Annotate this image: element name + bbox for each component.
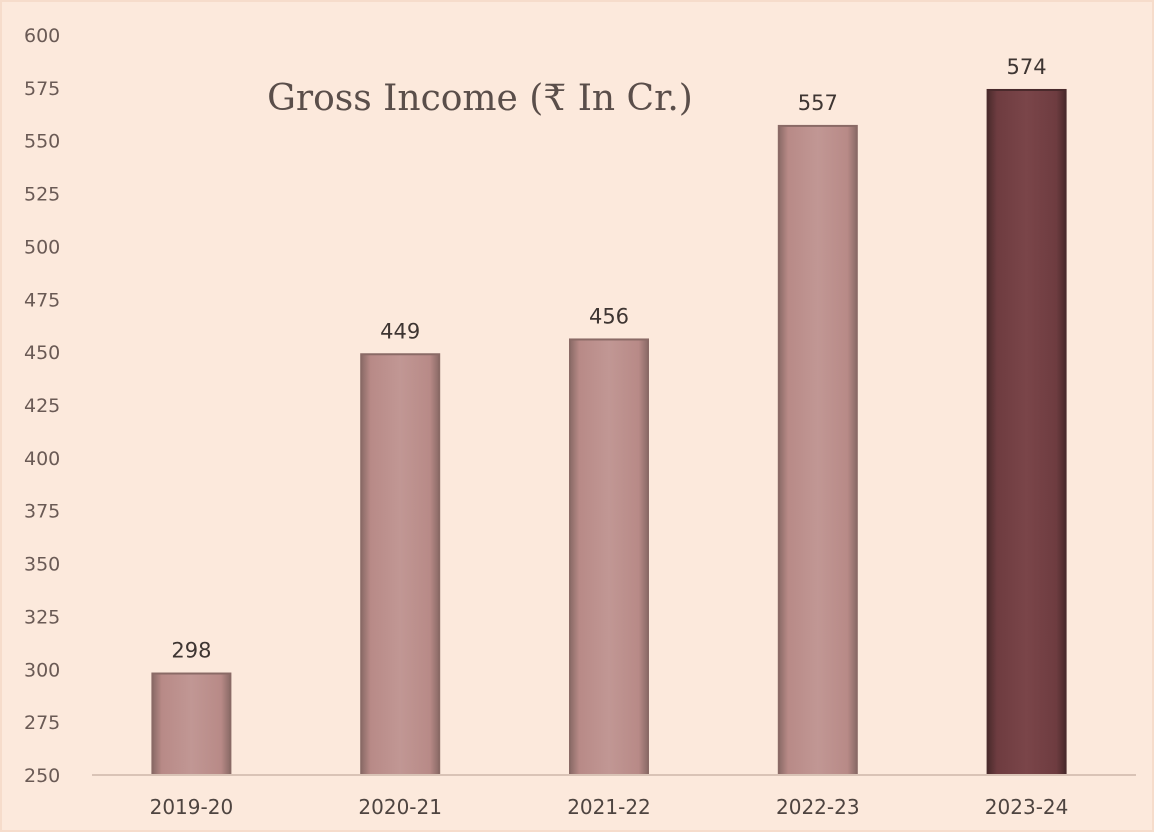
y-tick-label: 350: [24, 554, 60, 576]
data-label: 456: [589, 304, 629, 328]
x-category-label: 2021-22: [567, 795, 651, 819]
bar-2019-20: [151, 672, 232, 776]
y-tick-label: 400: [24, 448, 60, 470]
bars: 298 449 456 557 574: [151, 55, 1067, 776]
x-category-label: 2022-23: [776, 795, 860, 819]
chart-title: Gross Income (₹ In Cr.): [267, 78, 693, 119]
y-tick-label: 425: [24, 395, 60, 417]
bar-2023-24: [986, 88, 1067, 776]
data-label: 298: [171, 639, 211, 663]
y-tick-label: 300: [24, 659, 60, 681]
x-category-label: 2023-24: [985, 795, 1069, 819]
y-tick-label: 525: [24, 184, 60, 206]
data-label: 574: [1007, 55, 1047, 79]
data-label: 557: [798, 91, 838, 115]
y-tick-label: 575: [24, 78, 60, 100]
y-tick-label: 250: [24, 765, 60, 787]
y-tick-label: 475: [24, 289, 60, 311]
data-label: 449: [380, 319, 420, 343]
bar-2020-21: [360, 353, 441, 776]
y-tick-label: 275: [24, 712, 60, 734]
y-tick-label: 450: [24, 342, 60, 364]
bar-2021-22: [569, 338, 649, 776]
y-tick-label: 600: [24, 25, 60, 47]
x-category-label: 2020-21: [358, 795, 442, 819]
y-tick-label: 325: [24, 606, 60, 628]
y-tick-label: 500: [24, 236, 60, 258]
x-category-label: 2019-20: [150, 795, 234, 819]
y-tick-label: 375: [24, 501, 60, 523]
y-axis-ticks: 250 275 300 325 350 375 400 425 450 475 500 525 550 5…: [24, 25, 60, 787]
bar-2022-23: [777, 124, 858, 776]
y-tick-label: 550: [24, 131, 60, 153]
x-axis-categories: 2019-20 2020-21 2021-22 2022-23 2023-24: [150, 795, 1069, 819]
